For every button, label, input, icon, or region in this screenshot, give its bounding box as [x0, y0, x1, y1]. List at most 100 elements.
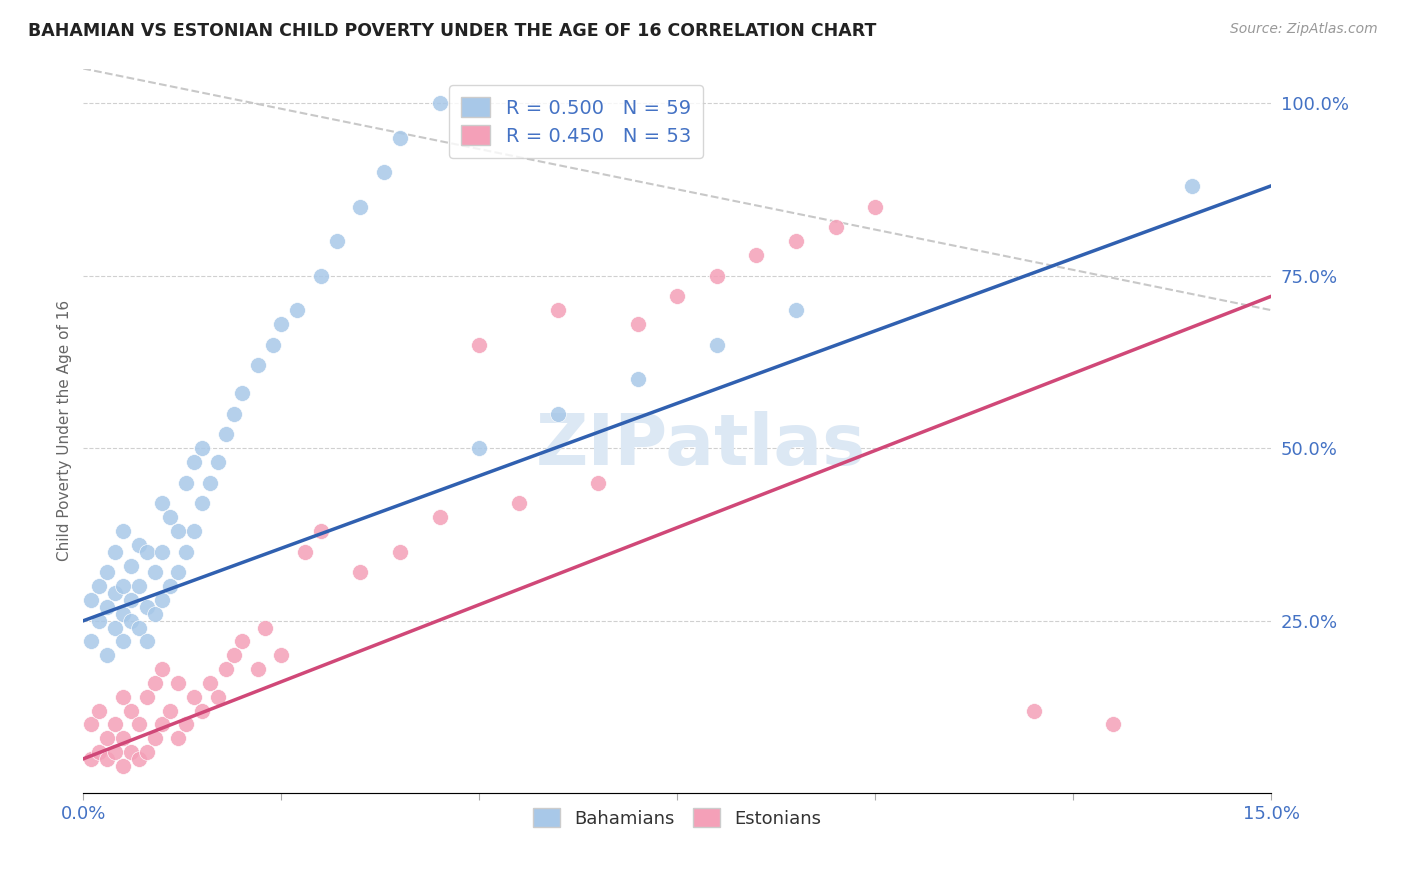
Point [349, 566, 371, 580]
Point [191, 496, 214, 510]
Point [111, 607, 134, 621]
Point [152, 593, 174, 607]
Point [135, 599, 157, 614]
Point [89, 745, 111, 759]
Point [135, 690, 157, 704]
Point [547, 407, 569, 421]
Legend: Bahamians, Estonians: Bahamians, Estonians [526, 801, 828, 835]
Point [294, 545, 316, 559]
Text: Source: ZipAtlas.com: Source: ZipAtlas.com [1230, 22, 1378, 37]
Point [429, 96, 451, 111]
Text: BAHAMIAN VS ESTONIAN CHILD POVERTY UNDER THE AGE OF 16 CORRELATION CHART: BAHAMIAN VS ESTONIAN CHILD POVERTY UNDER… [28, 22, 876, 40]
Point [159, 510, 181, 524]
Point [128, 752, 150, 766]
Point [120, 558, 142, 573]
Point [128, 717, 150, 731]
Point [191, 441, 214, 455]
Point [159, 704, 181, 718]
Point [706, 268, 728, 283]
Point [152, 545, 174, 559]
Point [706, 337, 728, 351]
Point [128, 579, 150, 593]
Point [143, 676, 166, 690]
Point [152, 717, 174, 731]
Text: ZIPatlas: ZIPatlas [536, 411, 866, 480]
Point [89, 704, 111, 718]
Point [96, 731, 118, 745]
Point [586, 475, 609, 490]
Point [824, 220, 846, 235]
Point [389, 545, 412, 559]
Point [547, 303, 569, 318]
Point [215, 427, 238, 442]
Point [309, 268, 332, 283]
Point [120, 614, 142, 628]
Point [80, 593, 103, 607]
Point [80, 634, 103, 648]
Point [152, 662, 174, 676]
Point [111, 758, 134, 772]
Point [96, 752, 118, 766]
Point [89, 614, 111, 628]
Point [174, 545, 197, 559]
Point [207, 455, 229, 469]
Point [135, 545, 157, 559]
Point [270, 648, 292, 663]
Point [626, 317, 648, 331]
Point [167, 566, 190, 580]
Point [143, 731, 166, 745]
Point [143, 607, 166, 621]
Point [111, 634, 134, 648]
Point [174, 475, 197, 490]
Point [111, 579, 134, 593]
Point [80, 752, 103, 766]
Point [468, 337, 491, 351]
Point [215, 662, 238, 676]
Point [104, 745, 127, 759]
Point [135, 745, 157, 759]
Point [270, 317, 292, 331]
Point [89, 579, 111, 593]
Point [198, 676, 221, 690]
Point [183, 524, 205, 538]
Point [325, 234, 347, 248]
Point [309, 524, 332, 538]
Point [104, 586, 127, 600]
Point [666, 289, 689, 303]
Point [183, 455, 205, 469]
Point [120, 745, 142, 759]
Point [254, 621, 277, 635]
Point [104, 717, 127, 731]
Point [183, 690, 205, 704]
Point [120, 704, 142, 718]
Point [167, 676, 190, 690]
Point [468, 441, 491, 455]
Point [222, 407, 245, 421]
Point [785, 303, 807, 318]
Point [96, 599, 118, 614]
Point [128, 621, 150, 635]
Point [191, 704, 214, 718]
Point [373, 165, 395, 179]
Point [135, 634, 157, 648]
Point [785, 234, 807, 248]
Point [111, 731, 134, 745]
Point [104, 621, 127, 635]
Point [1181, 178, 1204, 193]
Point [111, 524, 134, 538]
Point [429, 510, 451, 524]
Point [1101, 717, 1123, 731]
Point [389, 130, 412, 145]
Point [174, 717, 197, 731]
Point [222, 648, 245, 663]
Point [231, 634, 253, 648]
Point [1022, 704, 1045, 718]
Point [143, 566, 166, 580]
Point [80, 717, 103, 731]
Point [159, 579, 181, 593]
Point [120, 593, 142, 607]
Point [111, 690, 134, 704]
Point [863, 200, 886, 214]
Point [262, 337, 284, 351]
Y-axis label: Child Poverty Under the Age of 16: Child Poverty Under the Age of 16 [58, 301, 72, 561]
